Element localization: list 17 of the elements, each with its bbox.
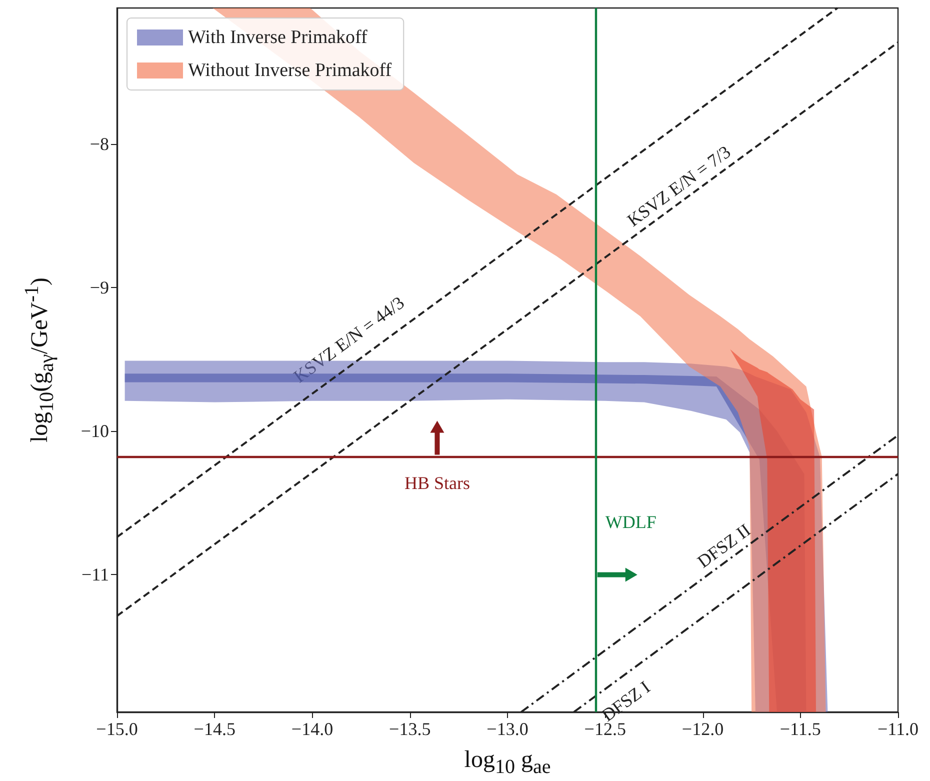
ref-line-label: HB Stars [404,472,470,493]
x-tick-label: −13.5 [389,719,431,739]
x-tick-label: −12.0 [682,719,724,739]
x-tick-label: −15.0 [96,719,138,739]
x-tick-label: −11.5 [780,719,821,739]
y-tick-label: −9 [90,278,109,298]
x-tick-label: −11.0 [878,719,918,739]
y-tick-label: −8 [90,134,109,154]
x-tick-label: −14.0 [291,719,334,739]
legend-label: With Inverse Primakoff [188,27,368,48]
x-tick-label: −14.5 [194,719,236,739]
legend-label: Without Inverse Primakoff [188,60,392,81]
y-tick-label: −11 [82,564,109,584]
x-tick-label: −13.0 [486,719,528,739]
x-axis-title: log$_{10}$ g$_{ae}$ [464,747,551,779]
ref-line-label: WDLF [605,512,656,532]
y-tick-label: −10 [80,420,109,441]
